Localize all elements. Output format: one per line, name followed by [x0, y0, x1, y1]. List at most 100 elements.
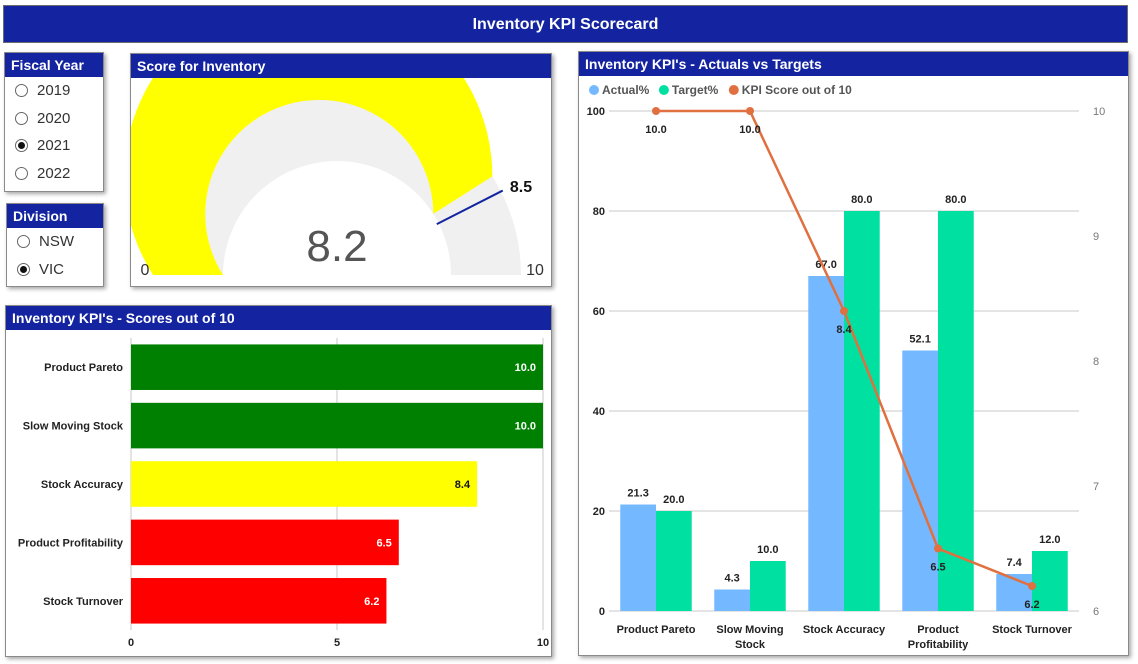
actuals-bar — [750, 561, 786, 611]
scores-bar — [131, 461, 478, 507]
legend-label: KPI Score out of 10 — [742, 83, 852, 97]
actuals-title: Inventory KPI's - Actuals vs Targets — [579, 52, 1128, 76]
dashboard-title: Inventory KPI Scorecard — [3, 5, 1128, 43]
actuals-bar-label: 67.0 — [815, 259, 836, 271]
fiscal-year-option-label: 2022 — [37, 164, 71, 182]
kpi-score-point — [746, 107, 754, 115]
actuals-bar-label: 80.0 — [945, 194, 966, 206]
scores-title: Inventory KPI's - Scores out of 10 — [6, 306, 551, 330]
gauge-value-label: 8.2 — [306, 222, 367, 271]
actuals-y-tick-label: 100 — [587, 106, 605, 118]
actuals-bar-label: 20.0 — [663, 494, 684, 506]
gauge-panel: Score for Inventory 8.5 8.2 0 10 — [130, 53, 552, 287]
scores-x-tick-label: 5 — [334, 637, 340, 649]
gauge-chart: 8.5 8.2 0 10 — [131, 78, 544, 279]
actuals-bar — [808, 276, 844, 611]
legend-marker-icon — [658, 85, 669, 95]
scores-chart: 0 5 10 Product Pareto 10.0 Slow Moving Stock 1… — [18, 338, 549, 649]
division-option-label: NSW — [39, 233, 74, 251]
kpi-score-point — [934, 544, 942, 553]
actuals-category-label: Profitability — [908, 639, 969, 651]
scores-value-label: 10.0 — [515, 362, 536, 374]
kpi-score-label: 6.2 — [1024, 599, 1039, 611]
legend-label: Target% — [672, 83, 719, 97]
scores-panel: Inventory KPI's - Scores out of 10 0 5 10 P… — [5, 305, 552, 657]
fiscal-year-slicer: Fiscal Year 2019 2020 2021 2022 — [4, 52, 104, 192]
actuals-bar — [844, 211, 880, 611]
gauge-min-label: 0 — [141, 262, 150, 279]
actuals-y-tick-label: 60 — [593, 306, 605, 318]
fiscal-year-option-2019[interactable]: 2019 — [5, 77, 103, 105]
kpi-score-label: 10.0 — [645, 124, 666, 136]
kpi-score-label: 8.4 — [836, 324, 852, 336]
scores-category-label: Stock Turnover — [43, 596, 124, 608]
radio-icon[interactable] — [15, 166, 28, 180]
division-slicer: Division NSW VIC — [6, 203, 104, 287]
kpi-score-point — [652, 107, 660, 115]
scores-bar — [131, 578, 387, 624]
fiscal-year-option-2020[interactable]: 2020 — [5, 105, 103, 133]
scores-bar — [131, 344, 543, 390]
radio-icon[interactable] — [17, 262, 30, 276]
legend-label: Actual% — [602, 83, 650, 97]
division-option-vic[interactable]: VIC — [7, 256, 103, 284]
actuals-bar-label: 7.4 — [1006, 557, 1022, 569]
radio-icon[interactable] — [17, 235, 30, 249]
legend-marker-icon — [589, 85, 599, 95]
actuals-category-label: Slow Moving — [716, 624, 783, 636]
scores-x-tick-label: 0 — [128, 637, 134, 649]
scores-value-label: 6.2 — [364, 596, 379, 608]
actuals-bar-label: 80.0 — [851, 194, 872, 206]
actuals-bar — [902, 350, 938, 611]
actuals-category-label: Stock — [735, 639, 766, 651]
scores-value-label: 8.4 — [455, 479, 471, 491]
actuals-bar — [656, 511, 692, 611]
actuals-bar — [620, 504, 656, 611]
scores-category-label: Stock Accuracy — [41, 479, 124, 491]
actuals-y-tick-label: 40 — [593, 406, 605, 418]
actuals-bar-label: 21.3 — [627, 488, 648, 500]
scores-x-tick-label: 10 — [537, 637, 549, 649]
fiscal-year-option-2021[interactable]: 2021 — [5, 132, 103, 160]
radio-icon[interactable] — [15, 111, 28, 125]
actuals-bar — [1032, 551, 1068, 611]
actuals-chart: Actual% Target% KPI Score out of 10 0 20 40 60… — [587, 83, 1106, 651]
scores-bar — [131, 402, 543, 449]
radio-icon[interactable] — [15, 139, 28, 153]
division-option-nsw[interactable]: NSW — [7, 228, 103, 256]
actuals-y2-tick-label: 9 — [1093, 231, 1099, 243]
radio-icon[interactable] — [15, 84, 28, 98]
actuals-y2-tick-label: 6 — [1093, 606, 1099, 618]
fiscal-year-title: Fiscal Year — [5, 53, 103, 77]
fiscal-year-option-2022[interactable]: 2022 — [5, 160, 103, 188]
kpi-score-label: 10.0 — [739, 124, 760, 136]
division-option-label: VIC — [39, 260, 65, 278]
scores-category-label: Product Profitability — [18, 537, 124, 549]
scores-category-label: Slow Moving Stock — [23, 421, 124, 433]
actuals-y-tick-label: 80 — [593, 206, 605, 218]
scores-bar — [131, 519, 399, 566]
actuals-y2-tick-label: 8 — [1093, 356, 1099, 368]
actuals-bar-label: 52.1 — [909, 334, 930, 346]
actuals-y-tick-label: 20 — [593, 506, 605, 518]
gauge-target-label: 8.5 — [510, 179, 532, 196]
division-title: Division — [7, 204, 103, 228]
scores-value-label: 6.5 — [377, 537, 392, 549]
actuals-category-label: Stock Turnover — [992, 624, 1073, 636]
fiscal-year-option-label: 2020 — [37, 109, 71, 127]
actuals-panel: Inventory KPI's - Actuals vs Targets Act… — [578, 51, 1129, 656]
kpi-score-label: 6.5 — [930, 562, 945, 574]
gauge-max-label: 10 — [526, 262, 544, 279]
scores-value-label: 10.0 — [515, 421, 536, 433]
actuals-bar-label: 10.0 — [757, 544, 778, 556]
scores-category-label: Product Pareto — [44, 362, 123, 374]
kpi-score-point — [840, 307, 848, 315]
actuals-y2-tick-label: 10 — [1093, 106, 1105, 118]
actuals-category-label: Product — [917, 624, 959, 636]
fiscal-year-option-label: 2021 — [37, 137, 71, 155]
actuals-y-tick-label: 0 — [599, 606, 605, 618]
actuals-bar-label: 4.3 — [724, 573, 739, 585]
legend-marker-icon — [728, 85, 739, 95]
actuals-y2-tick-label: 7 — [1093, 481, 1099, 493]
actuals-bar — [938, 211, 974, 611]
